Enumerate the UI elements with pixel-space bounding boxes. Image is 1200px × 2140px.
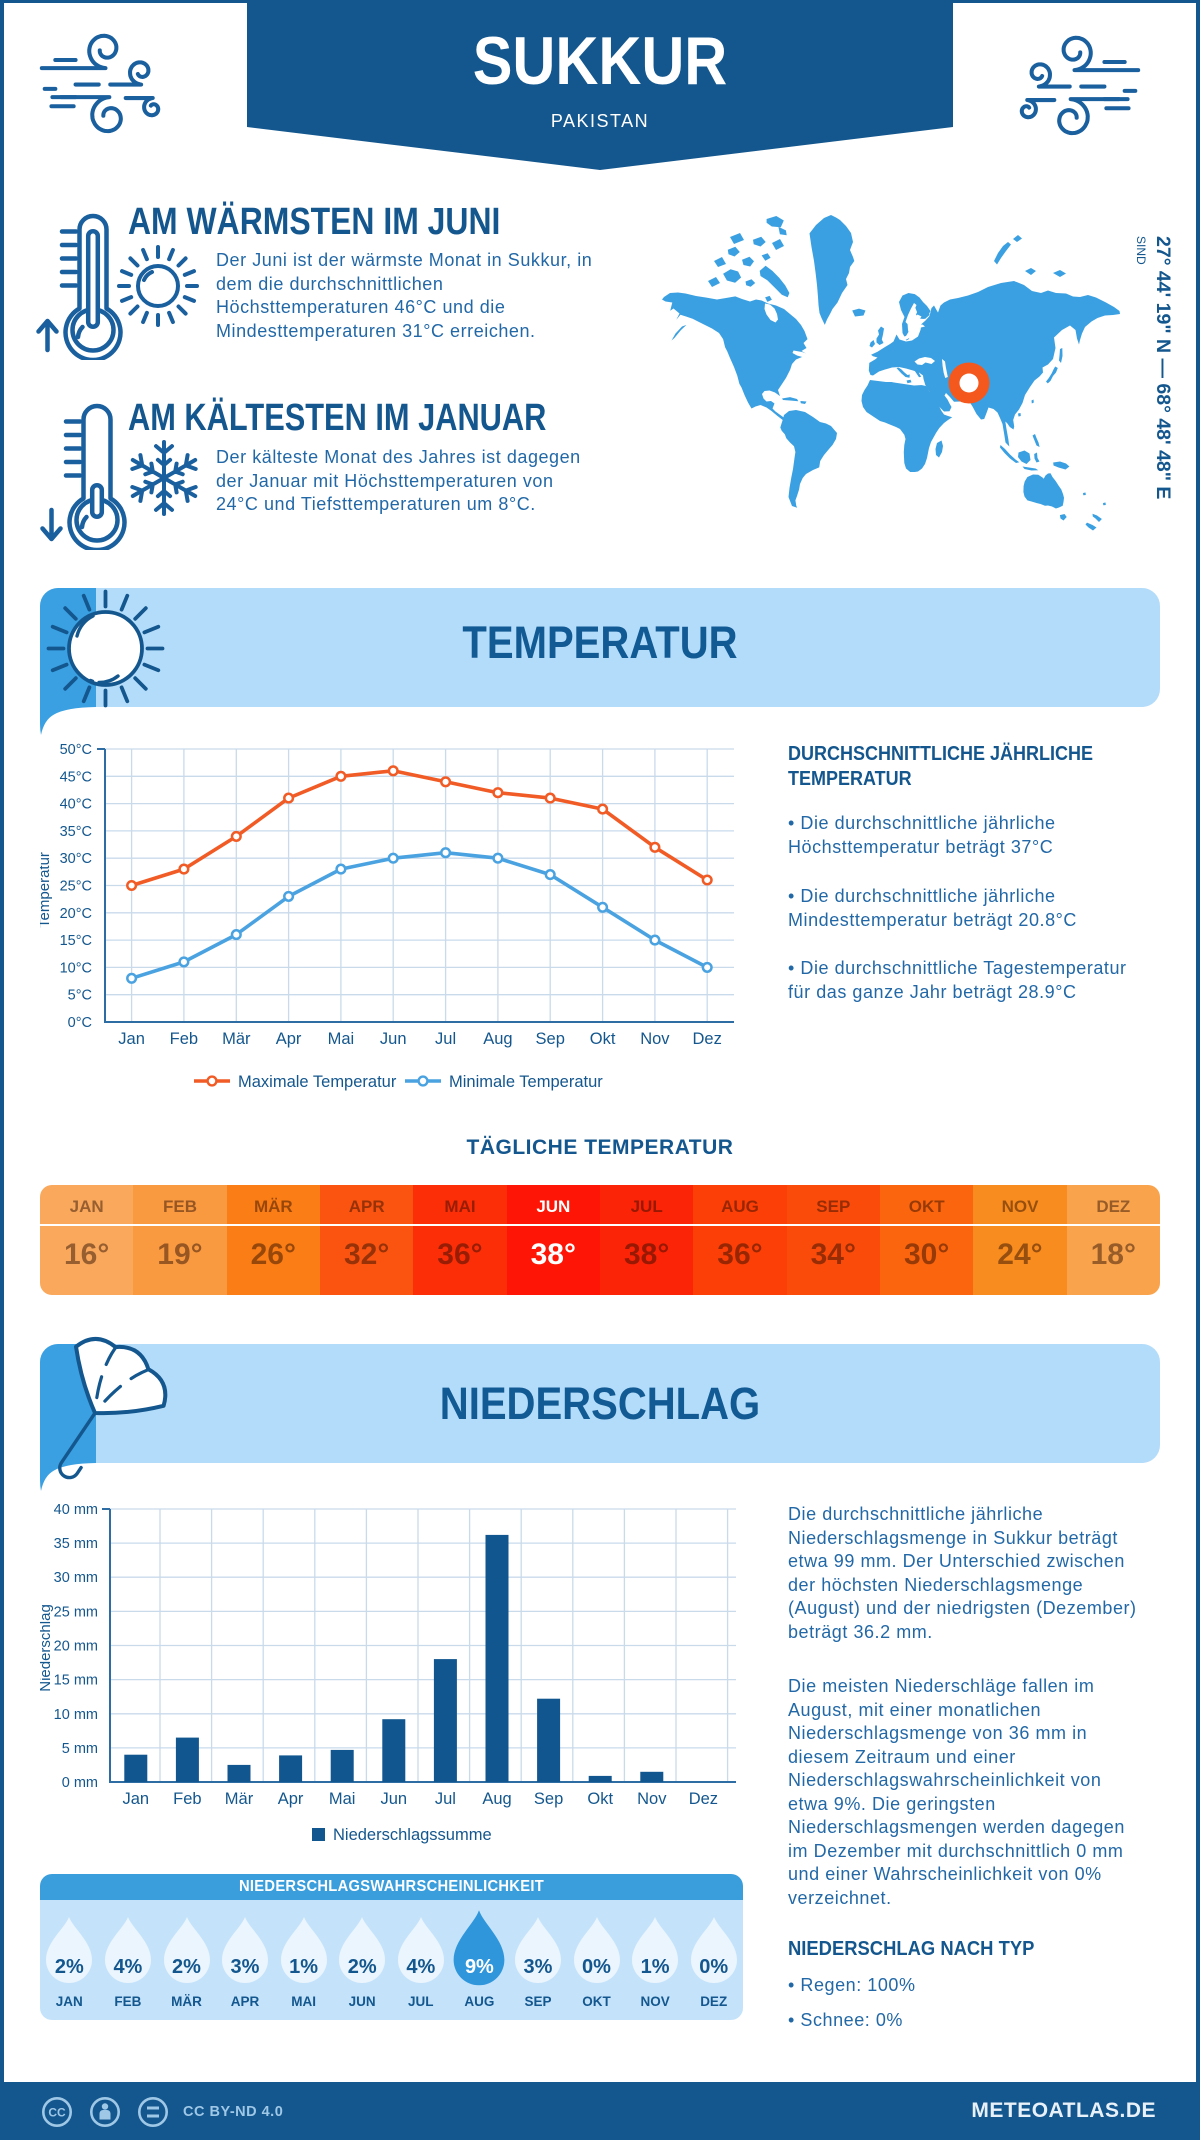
svg-text:Feb: Feb [170,1030,198,1048]
svg-text:Mai: Mai [328,1030,355,1048]
svg-text:Okt: Okt [587,1790,613,1808]
svg-text:25 mm: 25 mm [54,1604,98,1620]
svg-text:Jan: Jan [122,1790,149,1808]
svg-text:Jun: Jun [380,1790,407,1808]
svg-text:Temperatur: Temperatur [40,852,53,928]
svg-text:35 mm: 35 mm [54,1536,98,1552]
svg-text:Sep: Sep [536,1030,565,1048]
svg-text:5 mm: 5 mm [62,1741,98,1757]
svg-text:CC: CC [48,2106,66,2120]
svg-text:Mai: Mai [329,1790,356,1808]
svg-text:Niederschlagssumme: Niederschlagssumme [333,1826,492,1844]
svg-text:Mär: Mär [225,1790,254,1808]
svg-text:Aug: Aug [482,1790,511,1808]
svg-text:30 mm: 30 mm [54,1570,98,1586]
svg-text:20°C: 20°C [60,906,92,922]
svg-text:Jun: Jun [380,1030,407,1048]
svg-text:Nov: Nov [637,1790,667,1808]
svg-text:10°C: 10°C [60,960,92,976]
svg-text:Apr: Apr [276,1030,302,1048]
svg-text:Apr: Apr [278,1790,304,1808]
svg-text:Nov: Nov [640,1030,670,1048]
svg-text:50°C: 50°C [60,742,92,758]
svg-text:Niederschlag: Niederschlag [40,1604,54,1692]
svg-text:0 mm: 0 mm [62,1775,98,1791]
svg-text:10 mm: 10 mm [54,1707,98,1723]
svg-text:Jul: Jul [435,1790,456,1808]
svg-text:Dez: Dez [693,1030,722,1048]
svg-text:Maximale Temperatur: Maximale Temperatur [238,1073,397,1091]
svg-text:Sep: Sep [534,1790,563,1808]
svg-text:30°C: 30°C [60,851,92,867]
svg-text:40 mm: 40 mm [54,1502,98,1518]
svg-text:15 mm: 15 mm [54,1673,98,1689]
svg-text:20 mm: 20 mm [54,1639,98,1655]
svg-text:45°C: 45°C [60,769,92,785]
svg-text:Jan: Jan [118,1030,145,1048]
svg-text:Dez: Dez [689,1790,718,1808]
svg-text:25°C: 25°C [60,879,92,895]
svg-text:Minimale Temperatur: Minimale Temperatur [449,1073,603,1091]
svg-text:Aug: Aug [483,1030,512,1048]
svg-text:0°C: 0°C [68,1015,92,1031]
svg-text:Feb: Feb [173,1790,201,1808]
svg-text:Okt: Okt [590,1030,616,1048]
svg-text:Mär: Mär [222,1030,251,1048]
svg-text:5°C: 5°C [68,988,92,1004]
svg-text:Jul: Jul [435,1030,456,1048]
svg-text:35°C: 35°C [60,824,92,840]
svg-text:15°C: 15°C [60,933,92,949]
svg-text:40°C: 40°C [60,797,92,813]
